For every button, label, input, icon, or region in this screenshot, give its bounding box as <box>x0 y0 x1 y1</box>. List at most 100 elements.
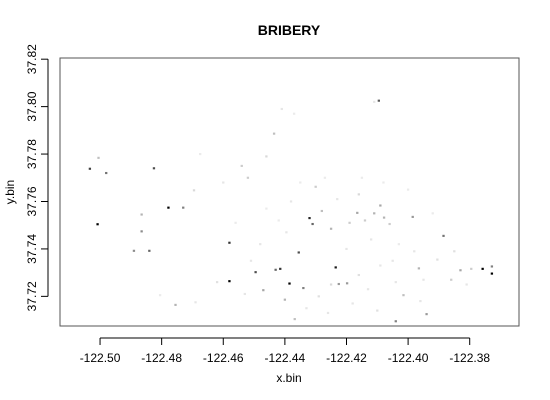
heatmap-cell <box>417 267 421 270</box>
heatmap-cell <box>459 269 462 272</box>
heatmap-cell <box>373 100 376 103</box>
heatmap-cell <box>397 243 401 246</box>
heatmap-cell <box>329 283 333 286</box>
heatmap-cell <box>357 193 360 196</box>
heatmap-cell <box>279 267 282 270</box>
y-tick-label: 37.78 <box>25 139 39 169</box>
x-axis: -122.50 -122.48 -122.46 -122.44 -122.42 -122.… <box>80 337 490 365</box>
heatmap-cell <box>240 164 243 167</box>
x-tick-label: -122.44 <box>265 351 306 365</box>
heatmap-cell <box>490 265 494 268</box>
heatmap-cell <box>254 271 257 274</box>
heatmap-cell <box>96 223 99 226</box>
heatmap-cell <box>158 294 162 297</box>
heatmap-cell <box>326 311 330 315</box>
heatmap-cell <box>194 301 197 304</box>
y-axis: 37.72 37.74 37.76 37.78 37.80 37.82 <box>25 44 49 311</box>
heatmap-cell <box>297 251 300 254</box>
heatmap-cell <box>336 198 339 201</box>
heatmap-cell <box>379 204 382 207</box>
heatmap-cell <box>292 112 296 115</box>
heatmap-cell <box>360 176 364 179</box>
heatmap-cell <box>97 156 100 159</box>
heatmap-cell <box>382 216 386 219</box>
heatmap-cell <box>490 272 494 275</box>
x-tick-label: -122.38 <box>449 351 490 365</box>
heatmap-cell <box>228 280 231 283</box>
heatmap-cell <box>105 171 108 175</box>
heatmap-cell <box>249 259 253 262</box>
heatmap-cell <box>305 307 308 310</box>
heatmap-cell <box>391 259 394 262</box>
heatmap-cell <box>481 267 484 270</box>
heatmap-cell <box>356 211 359 214</box>
y-tick-label: 37.74 <box>25 234 39 264</box>
heatmap-cell <box>148 249 151 252</box>
heatmap-cell <box>234 221 237 224</box>
heatmap-cell <box>345 282 349 285</box>
heatmap-cell <box>288 282 291 285</box>
heatmap-cell <box>289 200 293 203</box>
heatmap-cell <box>419 300 422 303</box>
heatmap-cell <box>351 302 354 305</box>
heatmap-cell <box>369 238 373 241</box>
heatmap-cell <box>379 264 382 267</box>
heatmap-cell <box>436 258 439 261</box>
heatmap-cell <box>363 219 367 222</box>
heatmap-cell <box>199 152 202 156</box>
heatmap-cell <box>388 222 391 226</box>
heatmap-cell <box>442 234 445 237</box>
heatmap-cell <box>376 309 379 312</box>
heatmap-cell <box>88 167 92 170</box>
heatmap-cell <box>450 278 453 281</box>
heatmap-cell <box>465 283 468 286</box>
heatmap-cell <box>329 227 333 230</box>
heatmap-cell <box>413 250 416 253</box>
heatmap-cell <box>302 286 305 290</box>
heatmap-cell <box>402 294 405 297</box>
heatmap-cell <box>470 267 473 270</box>
heatmap-cell <box>272 132 276 135</box>
heatmap-cell <box>277 219 280 222</box>
heatmap-cell <box>320 209 323 213</box>
x-axis-label: x.bin <box>276 371 301 385</box>
heatmap-cell <box>228 241 231 244</box>
chart-title: BRIBERY <box>258 22 321 38</box>
x-tick-label: -122.50 <box>80 351 121 365</box>
heatmap-cell <box>317 295 320 298</box>
heatmap-cell <box>422 278 425 281</box>
x-tick-label: -122.48 <box>141 351 182 365</box>
heatmap-cell <box>167 206 170 209</box>
heatmap-cell <box>382 181 385 184</box>
heatmap-cell <box>366 288 370 291</box>
heatmap-cell <box>394 320 397 323</box>
heatmap-cell <box>314 185 317 188</box>
heatmap-cell <box>259 243 262 246</box>
plot-frame <box>59 57 520 327</box>
y-tick-label: 37.76 <box>25 186 39 216</box>
x-tick-label: -122.40 <box>388 351 429 365</box>
heatmap-cell <box>308 217 311 220</box>
heatmap-cell <box>280 107 283 111</box>
y-tick-label: 37.72 <box>25 281 39 311</box>
heatmap-cell <box>192 189 196 192</box>
heatmap-cell <box>285 231 288 234</box>
heatmap-cell <box>453 250 456 253</box>
heatmap-cell <box>411 215 414 218</box>
heatmap-cell <box>406 188 410 191</box>
heatmap-cell <box>425 313 428 316</box>
heatmap-cells <box>88 99 494 323</box>
x-tick-label: -122.42 <box>326 351 367 365</box>
heatmap-cell <box>265 207 268 210</box>
heatmap-cell <box>132 249 136 252</box>
heatmap-cell <box>262 289 265 292</box>
heatmap-cell <box>357 273 360 277</box>
heatmap-cell <box>323 176 327 179</box>
heatmap-cell <box>243 292 246 296</box>
y-tick-label: 37.80 <box>25 91 39 121</box>
heatmap-cell <box>222 181 225 184</box>
heatmap-cell <box>348 221 351 224</box>
heatmap-cell <box>265 155 268 158</box>
